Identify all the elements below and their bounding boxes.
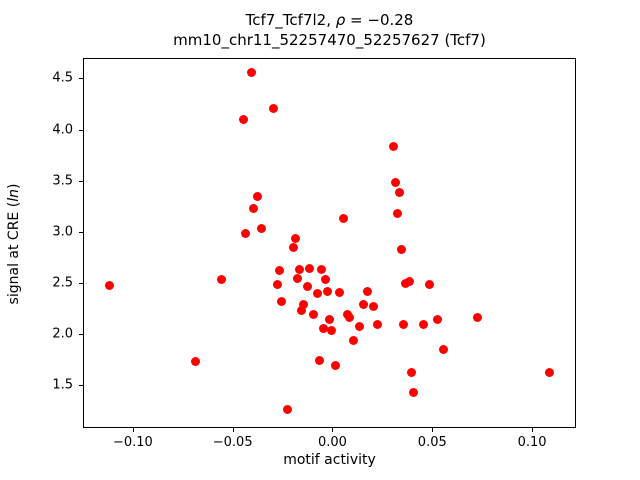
y-tick-mark xyxy=(79,282,83,284)
x-tick-label: 0.10 xyxy=(517,435,547,450)
scatter-point xyxy=(317,265,327,275)
scatter-point xyxy=(323,286,332,296)
scatter-point xyxy=(362,286,372,296)
scatter-point xyxy=(269,103,279,113)
y-tick-label: 3.0 xyxy=(52,224,73,240)
chart-title-line2: mm10_chr11_52257470_52257627 (Tcf7) xyxy=(173,31,486,50)
scatter-point xyxy=(319,324,328,334)
scatter-point xyxy=(424,280,434,290)
x-tick-mark xyxy=(532,428,534,432)
scatter-point xyxy=(191,357,201,367)
y-tick-label: 1.5 xyxy=(52,377,73,393)
x-tick-mark xyxy=(432,428,434,432)
scatter-point xyxy=(297,305,307,315)
x-tick-mark xyxy=(332,428,334,432)
scatter-point xyxy=(257,224,267,234)
scatter-point xyxy=(544,368,554,378)
x-axis-label: motif activity xyxy=(283,452,376,468)
scatter-point xyxy=(330,361,340,371)
scatter-point xyxy=(239,114,249,124)
y-tick-mark xyxy=(79,129,83,131)
scatter-point xyxy=(305,264,315,274)
scatter-point xyxy=(372,320,382,330)
scatter-point xyxy=(275,266,285,276)
scatter-point xyxy=(309,310,319,320)
scatter-point xyxy=(293,274,303,284)
x-tick-mark xyxy=(232,428,234,432)
y-tick-mark xyxy=(79,231,83,233)
scatter-point xyxy=(394,188,404,198)
scatter-point xyxy=(273,280,283,290)
scatter-point xyxy=(396,244,406,254)
scatter-point xyxy=(253,192,263,202)
y-tick-label: 4.5 xyxy=(52,70,73,86)
y-tick-label: 4.0 xyxy=(52,122,73,138)
scatter-point xyxy=(321,275,330,285)
x-tick-label: −0.05 xyxy=(212,435,253,450)
x-tick-label: 0.05 xyxy=(417,435,447,450)
scatter-point xyxy=(368,301,378,311)
plot-area xyxy=(83,58,576,428)
scatter-point xyxy=(334,287,344,297)
scatter-point xyxy=(295,265,305,275)
scatter-point xyxy=(408,387,418,397)
scatter-point xyxy=(404,277,414,287)
scatter-point xyxy=(247,67,257,77)
scatter-point xyxy=(418,320,428,330)
scatter-point xyxy=(325,315,334,325)
scatter-point xyxy=(291,234,301,244)
y-tick-mark xyxy=(79,78,83,80)
scatter-point xyxy=(249,203,259,213)
scatter-point xyxy=(390,178,400,188)
scatter-point xyxy=(438,344,448,354)
y-tick-mark xyxy=(79,180,83,182)
chart-title: Tcf7_Tcf7l2, ρ = −0.28 mm10_chr11_522574… xyxy=(83,10,576,51)
scatter-point xyxy=(105,281,115,291)
y-tick-label: 2.0 xyxy=(52,326,73,342)
scatter-point xyxy=(358,299,368,309)
scatter-point xyxy=(217,275,227,285)
scatter-point xyxy=(472,313,482,323)
scatter-point xyxy=(315,356,325,366)
scatter-point xyxy=(338,213,348,223)
chart-title-line1: Tcf7_Tcf7l2, ρ = −0.28 xyxy=(245,11,414,29)
scatter-point xyxy=(398,320,408,330)
scatter-point xyxy=(388,142,398,152)
scatter-point xyxy=(354,322,364,332)
y-tick-mark xyxy=(79,385,83,387)
scatter-point xyxy=(344,313,354,323)
y-tick-label: 3.5 xyxy=(52,173,73,189)
scatter-point xyxy=(241,229,251,239)
scatter-point xyxy=(392,208,402,218)
x-tick-label: −0.10 xyxy=(112,435,153,450)
scatter-point xyxy=(326,326,336,336)
rho-symbol: ρ xyxy=(335,11,346,29)
scatter-point xyxy=(277,296,287,306)
scatter-point xyxy=(313,288,323,298)
y-tick-mark xyxy=(79,333,83,335)
scatter-point xyxy=(299,299,309,309)
scatter-point xyxy=(303,282,313,292)
scatter-point xyxy=(283,405,293,415)
scatter-point xyxy=(289,242,299,252)
x-tick-label: 0.00 xyxy=(318,435,347,450)
x-tick-mark xyxy=(132,428,134,432)
scatter-point xyxy=(432,315,442,325)
y-axis-label: signal at CRE (ln) xyxy=(6,183,22,305)
y-tick-label: 2.5 xyxy=(52,275,73,291)
scatter-point xyxy=(348,335,358,345)
scatter-point xyxy=(406,368,416,378)
